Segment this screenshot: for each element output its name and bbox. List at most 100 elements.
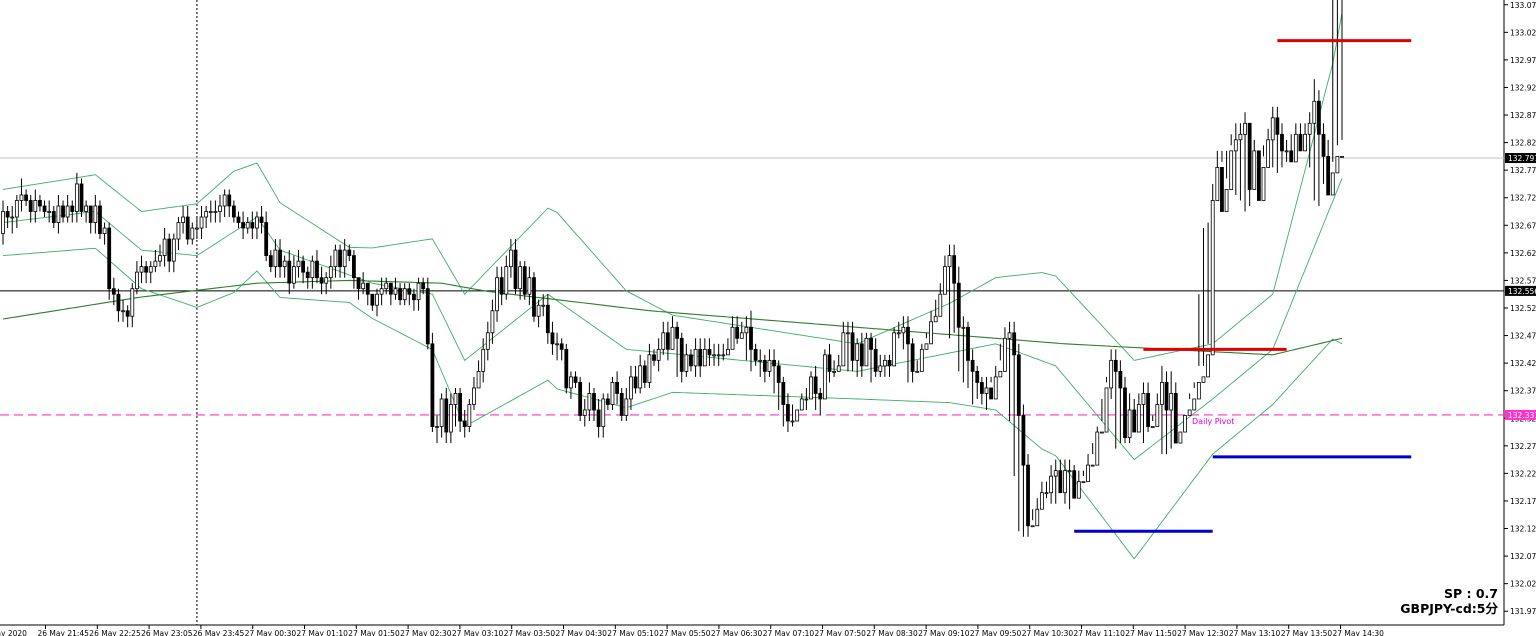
candle-bearish — [1021, 415, 1026, 466]
candle-bullish — [1252, 150, 1257, 190]
candle-bullish — [134, 271, 139, 290]
candle-bullish — [1330, 172, 1335, 196]
candle-bearish — [707, 348, 712, 356]
level-price-label-box — [1505, 285, 1536, 296]
candle-bullish — [448, 404, 453, 433]
price-tick-label: 133.075 — [1510, 1, 1536, 10]
candle-bullish — [245, 222, 250, 229]
candle-bearish — [818, 393, 823, 400]
time-tick-label: 26 May 23:45 — [193, 629, 245, 636]
bollinger-upper-band — [2, 12, 1343, 361]
candle-bearish — [578, 382, 583, 416]
candle-bullish — [121, 310, 125, 313]
candle-bullish — [1039, 492, 1044, 510]
time-tick-label: 27 May 10:30 — [1022, 629, 1074, 636]
candle-bullish — [947, 255, 952, 268]
candle-bearish — [370, 293, 375, 306]
candle-bearish — [749, 326, 753, 350]
candle-bearish — [1058, 470, 1063, 494]
candle-bullish — [508, 249, 513, 268]
candle-bearish — [38, 200, 42, 207]
candle-bearish — [827, 354, 832, 372]
candle-bearish — [1289, 150, 1294, 163]
candle-bearish — [906, 326, 910, 345]
candle-bullish — [181, 216, 185, 223]
candle-bullish — [809, 376, 813, 400]
candle-bullish — [915, 370, 920, 373]
candle-bullish — [222, 194, 227, 207]
daily-pivot-label: Daily Pivot — [1192, 417, 1234, 426]
candle-bearish — [619, 393, 624, 416]
candle-bullish — [929, 321, 933, 345]
candle-bullish — [1224, 189, 1229, 212]
time-tick-label: 26 May 22:25 — [89, 629, 141, 636]
candle-bullish — [702, 348, 707, 367]
price-tick-label: 132.175 — [1510, 497, 1536, 506]
candle-bullish — [1303, 133, 1307, 152]
candle-bullish — [56, 205, 61, 223]
candle-bearish — [735, 326, 740, 339]
candle-bullish — [716, 354, 721, 357]
candle-bullish — [744, 326, 749, 334]
candle-bearish — [236, 216, 241, 223]
candle-bullish — [919, 348, 924, 372]
candle-bullish — [518, 266, 523, 290]
candle-bullish — [938, 293, 943, 317]
candle-bullish — [195, 227, 199, 230]
candle-bullish — [1100, 431, 1104, 434]
candle-bullish — [102, 227, 107, 234]
candle-bearish — [1026, 464, 1030, 527]
candle-bearish — [1220, 166, 1224, 212]
candle-bearish — [315, 260, 319, 279]
time-tick-label: 27 May 02:30 — [400, 629, 452, 636]
candle-bearish — [231, 205, 236, 218]
candle-bullish — [721, 354, 726, 357]
candle-bearish — [1280, 133, 1284, 152]
candle-bearish — [259, 216, 264, 223]
candle-bullish — [1095, 431, 1100, 466]
candle-bullish — [1109, 359, 1114, 389]
candle-bullish — [1003, 337, 1007, 372]
candle-bearish — [1298, 133, 1303, 152]
price-tick-label: 131.975 — [1510, 607, 1536, 616]
candle-bearish — [1146, 393, 1150, 427]
candle-bullish — [472, 387, 476, 405]
candle-bearish — [975, 370, 980, 383]
candle-bearish — [910, 343, 915, 372]
candle-bullish — [1284, 150, 1289, 153]
candle-bearish — [185, 216, 190, 240]
candle-bullish — [171, 238, 176, 262]
candle-bearish — [388, 282, 393, 295]
candle-bearish — [1132, 409, 1137, 433]
candle-bullish — [74, 183, 79, 212]
candle-bearish — [1256, 150, 1261, 201]
candle-bullish — [342, 249, 347, 268]
candle-bullish — [693, 348, 698, 367]
candle-bullish — [153, 260, 158, 268]
candle-bearish — [338, 249, 342, 268]
candle-bearish — [665, 332, 670, 350]
candle-bullish — [296, 260, 301, 268]
time-tick-label: 27 May 11:50 — [1125, 629, 1177, 636]
candle-bearish — [869, 337, 873, 350]
candle-bullish — [758, 359, 763, 362]
candle-bearish — [28, 200, 33, 212]
candle-bullish — [65, 205, 70, 218]
candle-bearish — [462, 420, 467, 427]
candle-bearish — [264, 222, 269, 257]
price-tick-label: 132.575 — [1510, 276, 1536, 285]
price-tick-label: 132.375 — [1510, 387, 1536, 396]
candle-bearish — [966, 326, 970, 361]
candle-bearish — [51, 211, 56, 223]
candle-bearish — [24, 194, 28, 201]
candle-bullish — [19, 194, 24, 201]
candle-bearish — [125, 310, 130, 317]
candle-bullish — [767, 359, 772, 372]
candle-bullish — [864, 337, 869, 367]
price-tick-label: 132.475 — [1510, 332, 1536, 341]
spread-label: SP : 0.7 — [1443, 586, 1498, 601]
candle-bullish — [998, 370, 1003, 378]
candle-bearish — [1275, 117, 1280, 135]
